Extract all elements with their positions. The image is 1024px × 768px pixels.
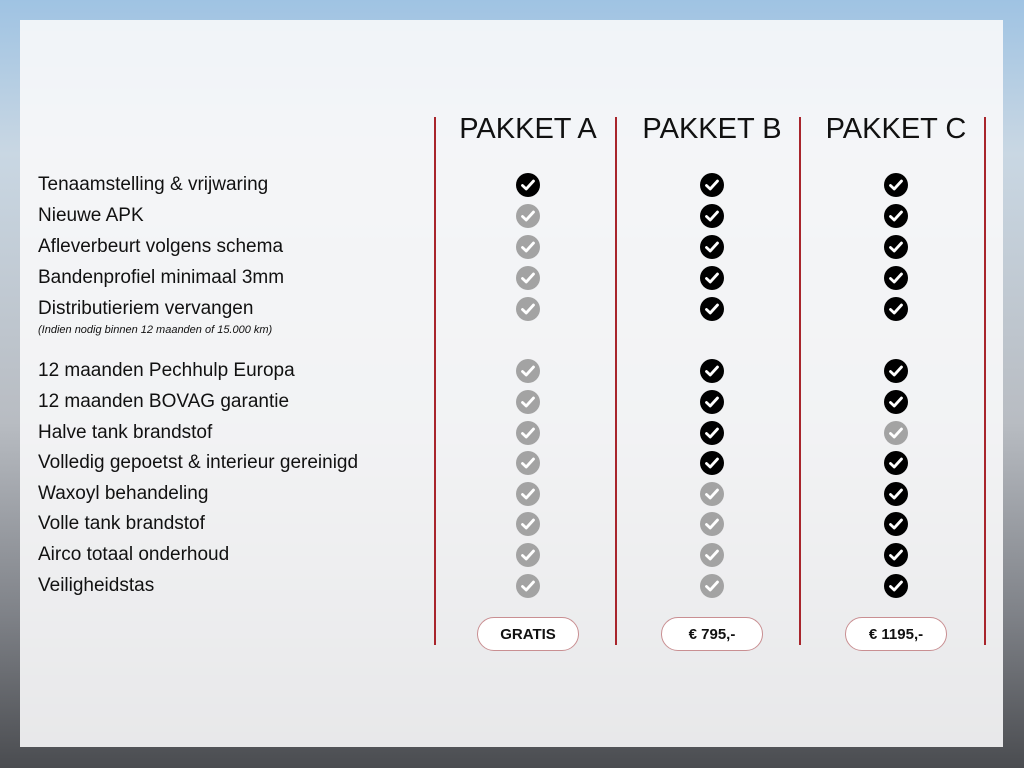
check-circle-disabled-icon (884, 421, 908, 445)
check-circle-icon (884, 482, 908, 506)
feature-label: Waxoyl behandeling (38, 483, 209, 504)
price-button[interactable]: GRATIS (477, 617, 579, 651)
check-circle-disabled-icon (516, 451, 540, 475)
check-circle-icon (700, 359, 724, 383)
check-circle-disabled-icon (700, 543, 724, 567)
price-button[interactable]: € 795,- (661, 617, 763, 651)
check-circle-disabled-icon (516, 543, 540, 567)
column-divider (615, 117, 617, 645)
check-circle-icon (700, 297, 724, 321)
check-circle-icon (884, 390, 908, 414)
check-circle-icon (884, 574, 908, 598)
check-circle-icon (516, 173, 540, 197)
feature-label: Nieuwe APK (38, 205, 144, 226)
check-circle-disabled-icon (516, 297, 540, 321)
check-circle-icon (700, 235, 724, 259)
feature-label: Volledig gepoetst & interieur gereinigd (38, 452, 359, 473)
check-circle-disabled-icon (516, 204, 540, 228)
check-circle-disabled-icon (700, 512, 724, 536)
check-circle-icon (700, 266, 724, 290)
check-circle-icon (884, 359, 908, 383)
check-circle-disabled-icon (700, 482, 724, 506)
check-circle-icon (700, 421, 724, 445)
check-circle-disabled-icon (516, 235, 540, 259)
price-button[interactable]: € 1195,- (845, 617, 947, 651)
check-circle-disabled-icon (516, 266, 540, 290)
check-circle-icon (884, 512, 908, 536)
column-divider (434, 117, 436, 645)
feature-label: Volle tank brandstof (38, 513, 205, 534)
feature-label: Tenaamstelling & vrijwaring (38, 174, 269, 195)
check-circle-disabled-icon (516, 574, 540, 598)
package-header: PAKKET C (825, 113, 967, 145)
feature-label: Bandenprofiel minimaal 3mm (38, 267, 285, 288)
check-circle-icon (884, 173, 908, 197)
feature-label: Halve tank brandstof (38, 422, 213, 443)
check-circle-icon (700, 451, 724, 475)
check-circle-disabled-icon (700, 574, 724, 598)
check-circle-icon (884, 204, 908, 228)
check-circle-icon (700, 173, 724, 197)
feature-label: 12 maanden Pechhulp Europa (38, 360, 295, 381)
feature-label: Veiligheidstas (38, 575, 155, 596)
feature-label: Afleverbeurt volgens schema (38, 236, 284, 257)
check-circle-disabled-icon (516, 512, 540, 536)
package-header: PAKKET A (459, 113, 597, 145)
package-header: PAKKET B (642, 113, 782, 145)
feature-label: 12 maanden BOVAG garantie (38, 391, 290, 412)
check-circle-icon (884, 235, 908, 259)
distributie-note: (Indien nodig binnen 12 maanden of 15.00… (38, 324, 273, 336)
check-circle-icon (884, 451, 908, 475)
feature-label: Airco totaal onderhoud (38, 544, 230, 565)
column-divider (984, 117, 986, 645)
check-circle-disabled-icon (516, 482, 540, 506)
check-circle-disabled-icon (516, 421, 540, 445)
column-divider (799, 117, 801, 645)
check-circle-icon (884, 266, 908, 290)
feature-label: Distributieriem vervangen (38, 298, 254, 319)
check-circle-disabled-icon (516, 390, 540, 414)
check-circle-icon (700, 204, 724, 228)
check-circle-icon (884, 297, 908, 321)
check-circle-disabled-icon (516, 359, 540, 383)
check-circle-icon (700, 390, 724, 414)
check-circle-icon (884, 543, 908, 567)
